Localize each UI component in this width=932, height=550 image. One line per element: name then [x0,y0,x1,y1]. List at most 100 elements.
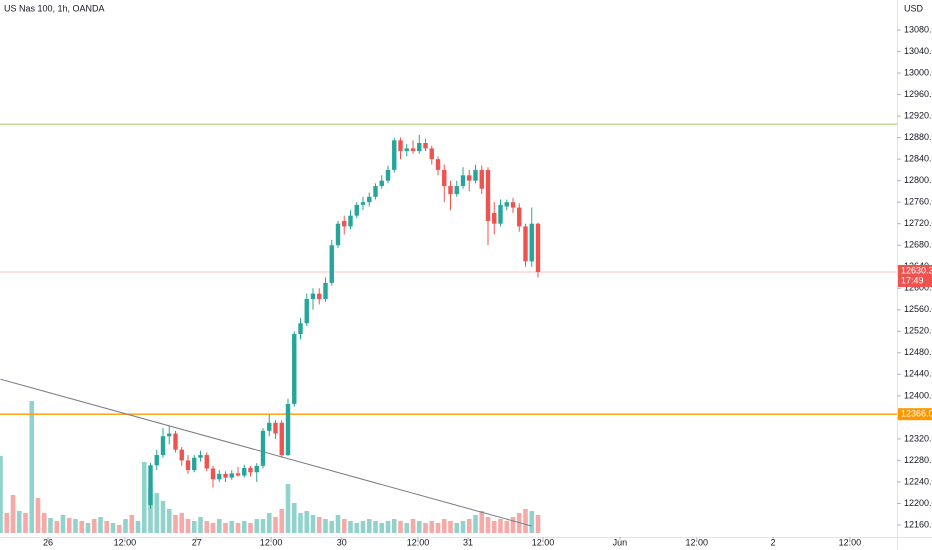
volume-bar [229,521,235,533]
volume-bar [98,517,103,533]
last-price-label: 12630.3 [901,265,932,275]
volume-bar [41,513,47,533]
candle-body [235,473,241,476]
volume-bar [448,521,453,533]
y-tick-label: 12520.0 [904,326,932,336]
candle-body [404,148,409,152]
x-tick-label: 26 [43,537,53,547]
volume-bar [473,515,478,533]
candle-body [267,422,272,431]
y-tick-label: 13080.0 [904,24,932,34]
candle-body [210,468,216,480]
candle-body [485,169,491,222]
y-tick-label: 12400.0 [904,390,932,400]
volume-bar [479,511,485,533]
candle-body [254,465,259,473]
candle-body [279,422,284,456]
volume-bar [54,521,60,533]
volume-bar [198,517,203,533]
x-tick-label: 12:00 [685,537,708,547]
countdown-label: 17:49 [901,275,924,285]
x-tick-label: 30 [337,537,347,547]
candle-body [448,186,453,195]
volume-bar [398,521,403,533]
candle-body [242,467,247,476]
volume-bar [354,523,360,533]
volume-bar [504,521,510,533]
volume-bar [416,521,422,533]
x-tick-label: 31 [463,537,473,547]
y-tick-label: 13040.0 [904,46,932,56]
volume-bar [166,509,172,533]
candle-body [179,449,184,461]
volume-bar [23,513,28,533]
volume-bar [529,511,535,533]
volume-bar [460,521,466,533]
volume-bar [104,521,110,533]
volume-bar [498,519,503,533]
candle-body [435,159,441,170]
volume-bar [291,503,297,533]
volume-bar [235,523,241,533]
x-tick-label: 12:00 [114,537,137,547]
candle-body [273,422,278,434]
volume-bar [116,525,122,533]
y-tick-label: 12200.0 [904,498,932,508]
volume-bar [435,523,441,533]
volume-bar [285,484,291,533]
candle-body [310,293,316,300]
volume-bar [216,519,222,533]
volume-bar [316,517,322,533]
x-tick-label: 12:00 [839,537,862,547]
candle-body [298,323,303,335]
candle-body [160,436,166,456]
candle-body [385,169,391,181]
volume-bar [110,523,116,533]
candle-body [173,433,178,450]
candle-body [398,140,403,152]
y-tick-label: 12480.0 [904,347,932,357]
candle-body [367,196,372,203]
candle-body [260,430,266,466]
x-tick-label: 12:00 [407,537,430,547]
candle-body [454,186,459,195]
volume-bar [160,501,166,533]
candle-body [348,215,353,227]
candle-body [335,223,341,246]
volume-bar [310,515,316,533]
candle-body [423,143,428,149]
volume-bar [323,519,328,533]
volume-bar [385,521,391,533]
volume-bar [441,519,447,533]
volume-bar [454,523,460,533]
volume-bar [148,487,153,533]
volume-bar [329,521,335,533]
volume-bar [179,513,185,533]
last-price-box [898,264,932,287]
candle-body [204,455,209,469]
volume-bar [66,518,72,533]
volume-bar [279,509,285,533]
y-tick-label: 12760.0 [904,197,932,207]
volume-bar [491,521,497,533]
volume-bar [360,521,366,533]
candle-body [479,169,484,189]
candle-body [379,180,384,187]
volume-bar [423,523,428,533]
y-tick-label: 12680.0 [904,240,932,250]
volume-bar [0,456,3,533]
x-tick-label: Jun [613,537,628,547]
volume-bar [154,493,160,533]
volume-bar [10,495,16,533]
x-tick-label: 12:00 [532,537,555,547]
volume-bar [204,521,210,533]
candle-body [498,204,503,224]
volume-bar [173,515,178,533]
candle-body [167,433,172,437]
candle-body [410,148,416,152]
candle-body [285,403,291,456]
volume-bar [410,519,416,533]
volume-bar [404,523,410,533]
volume-bar [85,523,91,533]
